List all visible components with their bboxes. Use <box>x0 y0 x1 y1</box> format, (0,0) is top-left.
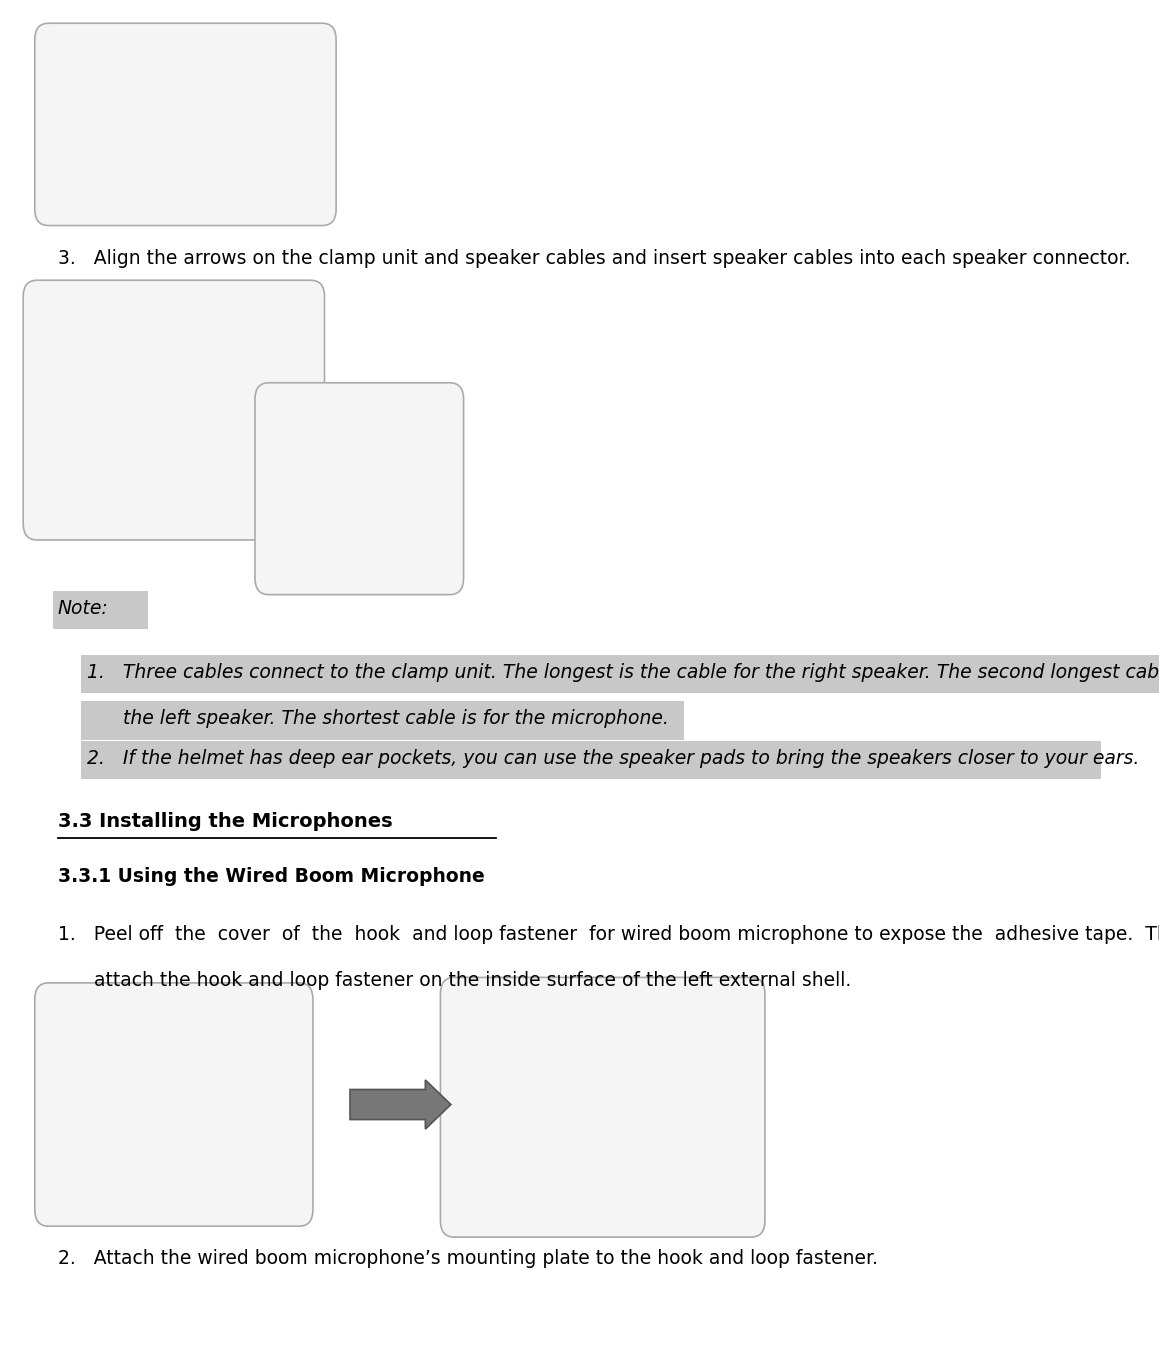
FancyArrow shape <box>350 1080 451 1129</box>
Text: 3.   Align the arrows on the clamp unit and speaker cables and insert speaker ca: 3. Align the arrows on the clamp unit an… <box>58 249 1130 268</box>
Bar <box>81 701 684 740</box>
Bar <box>81 655 1159 693</box>
Text: 2.   If the helmet has deep ear pockets, you can use the speaker pads to bring t: 2. If the helmet has deep ear pockets, y… <box>87 749 1139 768</box>
Bar <box>81 741 1101 779</box>
FancyBboxPatch shape <box>255 383 464 595</box>
FancyBboxPatch shape <box>35 23 336 226</box>
Text: attach the hook and loop fastener on the inside surface of the left external she: attach the hook and loop fastener on the… <box>58 971 851 990</box>
Bar <box>53 591 148 629</box>
Text: 1.   Three cables connect to the clamp unit. The longest is the cable for the ri: 1. Three cables connect to the clamp uni… <box>87 663 1159 682</box>
Text: 1.   Peel off  the  cover  of  the  hook  and loop fastener  for wired boom micr: 1. Peel off the cover of the hook and lo… <box>58 925 1159 945</box>
FancyBboxPatch shape <box>35 983 313 1226</box>
Text: 2.   Attach the wired boom microphone’s mounting plate to the hook and loop fast: 2. Attach the wired boom microphone’s mo… <box>58 1249 879 1269</box>
FancyBboxPatch shape <box>440 977 765 1237</box>
Text: Note:: Note: <box>58 599 109 618</box>
Text: 3.3 Installing the Microphones: 3.3 Installing the Microphones <box>58 812 393 831</box>
Text: 3.3.1 Using the Wired Boom Microphone: 3.3.1 Using the Wired Boom Microphone <box>58 867 484 886</box>
Text: the left speaker. The shortest cable is for the microphone.: the left speaker. The shortest cable is … <box>87 709 669 729</box>
FancyBboxPatch shape <box>23 280 325 540</box>
